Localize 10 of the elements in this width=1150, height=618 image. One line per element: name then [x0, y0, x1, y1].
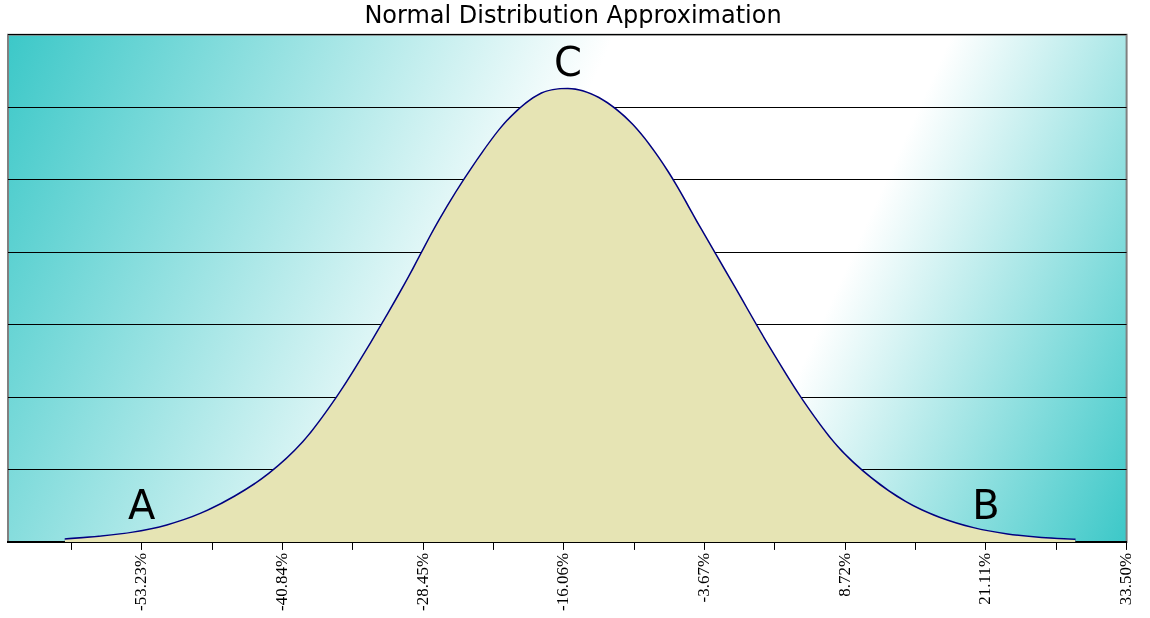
chart-title: Normal Distribution Approximation [364, 0, 782, 29]
x-tick-label: -3.67% [693, 552, 713, 603]
x-tick-label: 33.50% [1116, 552, 1136, 606]
x-tick-label: 21.11% [975, 552, 995, 605]
x-tick-label: -53.23% [131, 552, 151, 612]
x-tick-label: 8.72% [834, 552, 854, 597]
x-tick-label: -28.45% [412, 552, 432, 612]
x-tick-label: -40.84% [271, 552, 291, 612]
annotation: C [553, 38, 582, 85]
x-tick-label: -16.06% [553, 552, 573, 612]
